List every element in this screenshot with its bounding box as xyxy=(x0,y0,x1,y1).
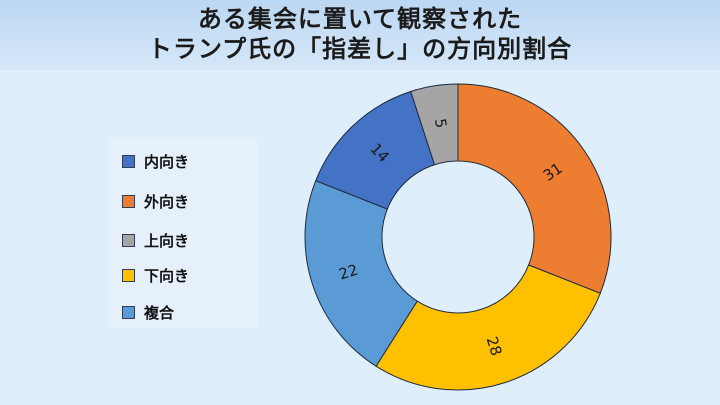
legend-item-combined: 複合 xyxy=(122,302,174,322)
chart-title-line-1: ある集会に置いて観察された xyxy=(197,5,523,33)
legend-item-downward: 下向き xyxy=(122,265,189,285)
title-band xyxy=(0,0,720,70)
data-label-2: 22 xyxy=(337,261,361,284)
legend-swatch-downward xyxy=(122,268,135,282)
legend-item-outward: 外向き xyxy=(122,191,189,211)
legend-label-downward: 下向き xyxy=(144,266,190,285)
legend-label-upward: 上向き xyxy=(144,231,190,250)
data-label-4: 5 xyxy=(431,117,450,129)
legend-item-upward: 上向き xyxy=(122,230,189,250)
chart-title: ある集会に置いて観察された トランプ氏の「指差し」の方向別割合 xyxy=(0,4,720,64)
data-label-1: 28 xyxy=(483,334,506,358)
legend-swatch-inward xyxy=(122,154,135,168)
legend-swatch-upward xyxy=(122,233,135,247)
legend-swatch-outward xyxy=(122,194,135,208)
donut-slice-2 xyxy=(304,180,418,367)
chart-title-line-2: トランプ氏の「指差し」の方向別割合 xyxy=(147,35,573,63)
legend-swatch-combined xyxy=(122,305,135,319)
donut-slice-1 xyxy=(375,264,601,391)
legend-label-combined: 複合 xyxy=(144,303,175,322)
donut-slice-4 xyxy=(410,83,459,166)
legend-item-inward: 内向き xyxy=(122,151,189,171)
legend: 内向き 外向き 上向き 下向き 複合 xyxy=(108,138,258,328)
donut-slice-0 xyxy=(457,83,612,294)
legend-label-inward: 内向き xyxy=(144,152,190,171)
legend-label-outward: 外向き xyxy=(144,192,190,211)
